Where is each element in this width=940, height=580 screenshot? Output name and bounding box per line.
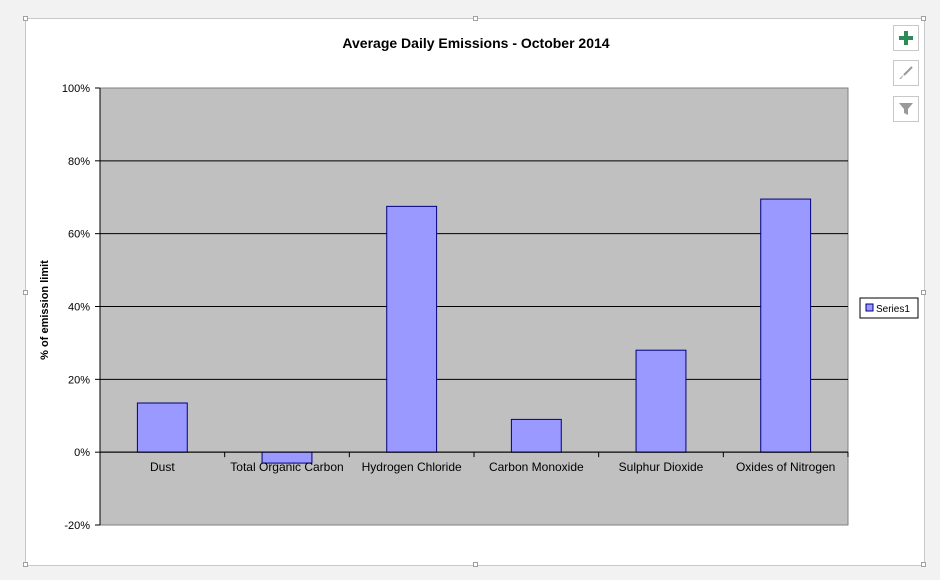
- bar: [136, 402, 188, 453]
- brush-icon: [898, 65, 914, 81]
- bar-series: [136, 198, 812, 464]
- resize-handle-top-right[interactable]: [921, 16, 926, 21]
- resize-handle-bottom-right[interactable]: [921, 562, 926, 567]
- y-tick-label: 60%: [68, 229, 90, 241]
- y-axis-title: % of emission limit: [39, 260, 51, 360]
- resize-handle-bottom[interactable]: [473, 562, 478, 567]
- plus-icon: [898, 30, 914, 46]
- resize-handle-top[interactable]: [473, 16, 478, 21]
- chart-styles-button[interactable]: [893, 60, 919, 86]
- x-category-label: Carbon Monoxide: [489, 460, 584, 474]
- legend-box: [859, 297, 919, 319]
- y-tick-label: -20%: [64, 520, 90, 532]
- x-category-label: Dust: [150, 460, 175, 474]
- y-tick-label: 100%: [62, 83, 90, 95]
- y-tick-label: 40%: [68, 302, 90, 314]
- axes: [95, 87, 849, 526]
- y-tick-label: 20%: [68, 374, 90, 386]
- resize-handle-bottom-left[interactable]: [23, 562, 28, 567]
- legend[interactable]: Series1: [859, 297, 919, 319]
- resize-handle-left[interactable]: [23, 290, 28, 295]
- x-category-label: Total Organic Carbon: [230, 460, 343, 474]
- bar: [760, 198, 812, 453]
- x-category-label: Oxides of Nitrogen: [736, 460, 835, 474]
- resize-handle-right[interactable]: [921, 290, 926, 295]
- x-category-label: Sulphur Dioxide: [619, 460, 704, 474]
- bar: [510, 418, 562, 453]
- y-tick-label: 80%: [68, 156, 90, 168]
- chart-title: Average Daily Emissions - October 2014: [342, 35, 609, 51]
- bar: [386, 205, 438, 453]
- legend-swatch: [865, 303, 874, 312]
- y-tick-label: 0%: [74, 447, 90, 459]
- x-category-label: Hydrogen Chloride: [362, 460, 462, 474]
- axis-labels: -20% 0% 20% 40% 60% 80% 100% Dust Total Organic …: [62, 83, 836, 532]
- chart-filters-button[interactable]: [893, 96, 919, 122]
- add-chart-element-button[interactable]: [893, 25, 919, 51]
- resize-handle-top-left[interactable]: [23, 16, 28, 21]
- legend-label: Series1: [876, 304, 910, 315]
- filter-icon: [898, 101, 914, 117]
- bar: [635, 349, 687, 453]
